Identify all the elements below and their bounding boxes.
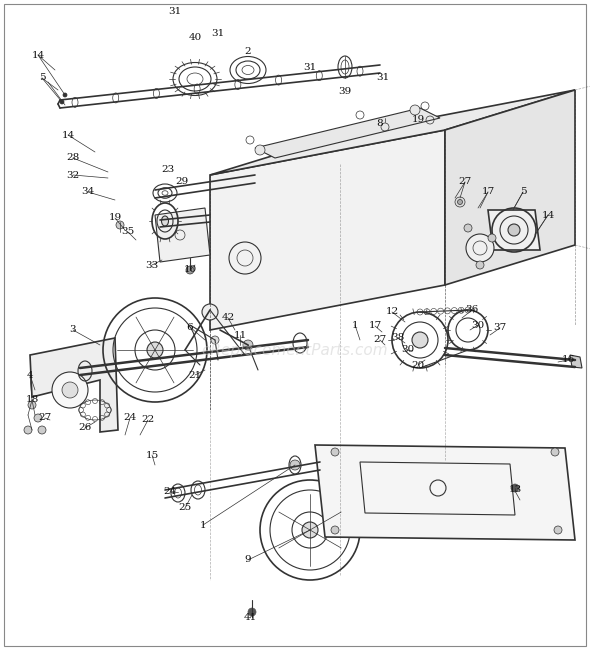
Circle shape bbox=[476, 261, 484, 269]
Text: 18: 18 bbox=[25, 395, 38, 404]
Ellipse shape bbox=[162, 216, 169, 226]
Text: 27: 27 bbox=[458, 177, 471, 187]
Circle shape bbox=[464, 224, 472, 232]
Circle shape bbox=[554, 526, 562, 534]
Text: 34: 34 bbox=[81, 187, 94, 196]
Text: 1: 1 bbox=[352, 320, 358, 330]
Text: 11: 11 bbox=[234, 330, 247, 339]
Text: 17: 17 bbox=[368, 322, 382, 330]
Text: 39: 39 bbox=[339, 88, 352, 96]
Text: 2: 2 bbox=[245, 47, 251, 57]
Text: 8: 8 bbox=[376, 118, 384, 127]
Text: 42: 42 bbox=[221, 313, 235, 322]
Text: 12: 12 bbox=[385, 307, 399, 317]
Polygon shape bbox=[255, 108, 440, 158]
Text: 9: 9 bbox=[245, 556, 251, 564]
Text: 35: 35 bbox=[122, 227, 135, 237]
Circle shape bbox=[24, 426, 32, 434]
Polygon shape bbox=[155, 208, 210, 262]
Text: 24: 24 bbox=[163, 488, 176, 497]
Circle shape bbox=[248, 608, 256, 616]
Polygon shape bbox=[315, 445, 575, 540]
Text: 5: 5 bbox=[520, 187, 526, 196]
Circle shape bbox=[186, 266, 194, 274]
Text: 37: 37 bbox=[493, 324, 507, 333]
Circle shape bbox=[331, 526, 339, 534]
Text: 29: 29 bbox=[175, 177, 189, 187]
Polygon shape bbox=[210, 90, 575, 175]
Text: 22: 22 bbox=[142, 415, 155, 424]
Text: 26: 26 bbox=[78, 424, 91, 432]
Text: 1: 1 bbox=[199, 521, 206, 530]
Text: 14: 14 bbox=[542, 211, 555, 220]
Circle shape bbox=[52, 372, 88, 408]
Polygon shape bbox=[570, 355, 582, 368]
Text: 13: 13 bbox=[509, 486, 522, 495]
Text: 3: 3 bbox=[70, 326, 76, 335]
Text: 38: 38 bbox=[391, 333, 405, 343]
Circle shape bbox=[551, 448, 559, 456]
Circle shape bbox=[466, 234, 494, 262]
Polygon shape bbox=[488, 210, 540, 250]
Text: eReplacementParts.com: eReplacementParts.com bbox=[202, 343, 388, 359]
Text: 28: 28 bbox=[66, 153, 80, 162]
Text: 33: 33 bbox=[145, 261, 159, 270]
Text: 4: 4 bbox=[27, 370, 33, 380]
Circle shape bbox=[255, 145, 265, 155]
Circle shape bbox=[34, 414, 42, 422]
Text: 27: 27 bbox=[38, 413, 52, 423]
Text: 19: 19 bbox=[109, 213, 122, 222]
Circle shape bbox=[410, 105, 420, 115]
Text: 32: 32 bbox=[66, 170, 80, 179]
Circle shape bbox=[147, 342, 163, 358]
Text: 14: 14 bbox=[61, 131, 74, 140]
Text: 31: 31 bbox=[303, 62, 317, 72]
Circle shape bbox=[511, 484, 519, 492]
Circle shape bbox=[202, 304, 218, 320]
Circle shape bbox=[412, 332, 428, 348]
Text: 27: 27 bbox=[373, 335, 386, 345]
Circle shape bbox=[243, 340, 253, 350]
Circle shape bbox=[60, 100, 64, 104]
Text: 36: 36 bbox=[466, 306, 478, 315]
Text: 23: 23 bbox=[162, 166, 175, 174]
Text: 19: 19 bbox=[411, 116, 425, 125]
Circle shape bbox=[62, 382, 78, 398]
Text: 31: 31 bbox=[211, 29, 225, 38]
Text: 25: 25 bbox=[178, 504, 192, 512]
Circle shape bbox=[290, 460, 300, 470]
Text: 21: 21 bbox=[188, 370, 202, 380]
Text: 40: 40 bbox=[188, 34, 202, 42]
Text: 31: 31 bbox=[168, 8, 182, 16]
Text: 10: 10 bbox=[183, 265, 196, 274]
Circle shape bbox=[38, 426, 46, 434]
Text: 6: 6 bbox=[186, 322, 194, 332]
Circle shape bbox=[63, 93, 67, 97]
Text: 41: 41 bbox=[243, 614, 257, 623]
Text: 20: 20 bbox=[411, 361, 425, 369]
Text: 31: 31 bbox=[376, 73, 389, 83]
Text: 5: 5 bbox=[39, 73, 45, 83]
Circle shape bbox=[488, 234, 496, 242]
Circle shape bbox=[211, 336, 219, 344]
Text: 16: 16 bbox=[561, 356, 575, 365]
Text: 30: 30 bbox=[471, 320, 484, 330]
Text: 24: 24 bbox=[123, 413, 137, 423]
Polygon shape bbox=[210, 130, 445, 330]
Circle shape bbox=[508, 224, 520, 236]
Circle shape bbox=[331, 448, 339, 456]
Text: 15: 15 bbox=[145, 450, 159, 460]
Polygon shape bbox=[30, 338, 118, 432]
Circle shape bbox=[455, 197, 465, 207]
Circle shape bbox=[28, 401, 36, 409]
Text: 30: 30 bbox=[401, 346, 415, 354]
Circle shape bbox=[457, 200, 463, 205]
Text: 14: 14 bbox=[31, 51, 45, 60]
Polygon shape bbox=[445, 90, 575, 285]
Circle shape bbox=[116, 221, 124, 229]
Text: 17: 17 bbox=[481, 187, 494, 196]
Circle shape bbox=[302, 522, 318, 538]
